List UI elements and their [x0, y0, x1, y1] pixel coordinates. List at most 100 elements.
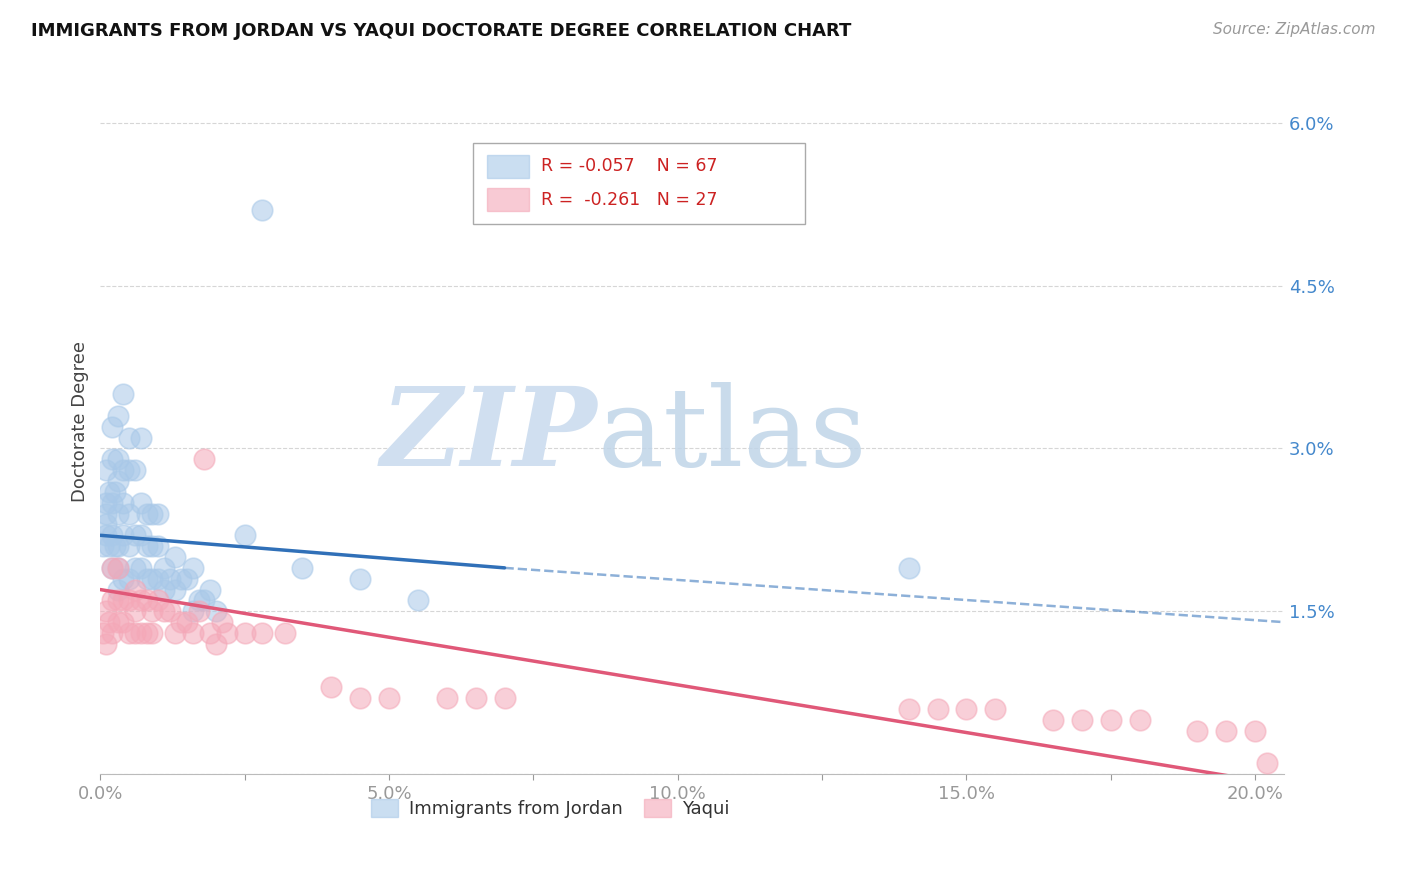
Point — [98, 484, 121, 499]
Point — [124, 528, 146, 542]
Point — [1215, 723, 1237, 738]
Point — [198, 626, 221, 640]
Point — [198, 582, 221, 597]
Point — [897, 561, 920, 575]
Text: ZIP: ZIP — [381, 382, 598, 489]
Point — [129, 561, 152, 575]
Point — [118, 539, 141, 553]
Point — [112, 528, 135, 542]
Point — [104, 539, 127, 553]
Point — [107, 409, 129, 423]
Point — [494, 691, 516, 706]
Point — [1071, 713, 1094, 727]
Point — [107, 582, 129, 597]
Point — [135, 593, 157, 607]
Point — [112, 496, 135, 510]
Point — [141, 572, 163, 586]
Point — [124, 463, 146, 477]
Point — [984, 702, 1007, 716]
Point — [406, 593, 429, 607]
Point — [91, 539, 114, 553]
Point — [159, 604, 181, 618]
Point — [193, 452, 215, 467]
Point — [107, 615, 129, 629]
Point — [124, 561, 146, 575]
Point — [94, 517, 117, 532]
Point — [170, 572, 193, 586]
Bar — [488, 188, 529, 211]
Point — [135, 626, 157, 640]
Point — [176, 572, 198, 586]
Point — [101, 593, 124, 607]
Point — [205, 637, 228, 651]
Point — [112, 387, 135, 401]
Point — [107, 452, 129, 467]
Point — [193, 593, 215, 607]
Point — [112, 572, 135, 586]
Point — [124, 582, 146, 597]
Point — [118, 431, 141, 445]
Point — [141, 604, 163, 618]
Point — [1256, 756, 1278, 771]
Point — [101, 561, 124, 575]
Point — [118, 626, 141, 640]
Point — [897, 702, 920, 716]
Point — [349, 691, 371, 706]
Point — [153, 582, 176, 597]
Point — [187, 604, 209, 618]
Point — [250, 202, 273, 217]
Point — [170, 615, 193, 629]
Y-axis label: Doctorate Degree: Doctorate Degree — [72, 341, 89, 502]
Point — [141, 539, 163, 553]
Point — [101, 419, 124, 434]
Point — [112, 615, 135, 629]
Point — [124, 604, 146, 618]
Point — [176, 615, 198, 629]
Point — [94, 463, 117, 477]
Point — [146, 572, 169, 586]
Point — [101, 626, 124, 640]
Point — [129, 528, 152, 542]
Point — [98, 615, 121, 629]
Text: Source: ZipAtlas.com: Source: ZipAtlas.com — [1212, 22, 1375, 37]
Point — [250, 626, 273, 640]
Point — [1099, 713, 1122, 727]
Text: IMMIGRANTS FROM JORDAN VS YAQUI DOCTORATE DEGREE CORRELATION CHART: IMMIGRANTS FROM JORDAN VS YAQUI DOCTORAT… — [31, 22, 851, 40]
Point — [146, 507, 169, 521]
Point — [1244, 723, 1267, 738]
Point — [181, 626, 204, 640]
Point — [159, 572, 181, 586]
Point — [349, 572, 371, 586]
Point — [107, 539, 129, 553]
Point — [146, 539, 169, 553]
Point — [112, 593, 135, 607]
Point — [107, 507, 129, 521]
Point — [112, 463, 135, 477]
Point — [104, 484, 127, 499]
Point — [135, 539, 157, 553]
Point — [141, 507, 163, 521]
Point — [141, 626, 163, 640]
Point — [107, 561, 129, 575]
Point — [181, 561, 204, 575]
Point — [94, 637, 117, 651]
Point — [181, 604, 204, 618]
Point — [165, 626, 187, 640]
FancyBboxPatch shape — [474, 143, 804, 224]
Point — [101, 452, 124, 467]
Point — [211, 615, 233, 629]
Point — [378, 691, 401, 706]
Point — [94, 528, 117, 542]
Point — [165, 549, 187, 564]
Text: atlas: atlas — [598, 382, 868, 489]
Text: R =  -0.261   N = 27: R = -0.261 N = 27 — [541, 191, 717, 209]
Point — [321, 680, 343, 694]
Point — [124, 626, 146, 640]
Point — [1187, 723, 1209, 738]
Point — [94, 496, 117, 510]
Point — [118, 572, 141, 586]
Point — [118, 463, 141, 477]
Point — [153, 561, 176, 575]
Point — [129, 626, 152, 640]
Point — [436, 691, 458, 706]
